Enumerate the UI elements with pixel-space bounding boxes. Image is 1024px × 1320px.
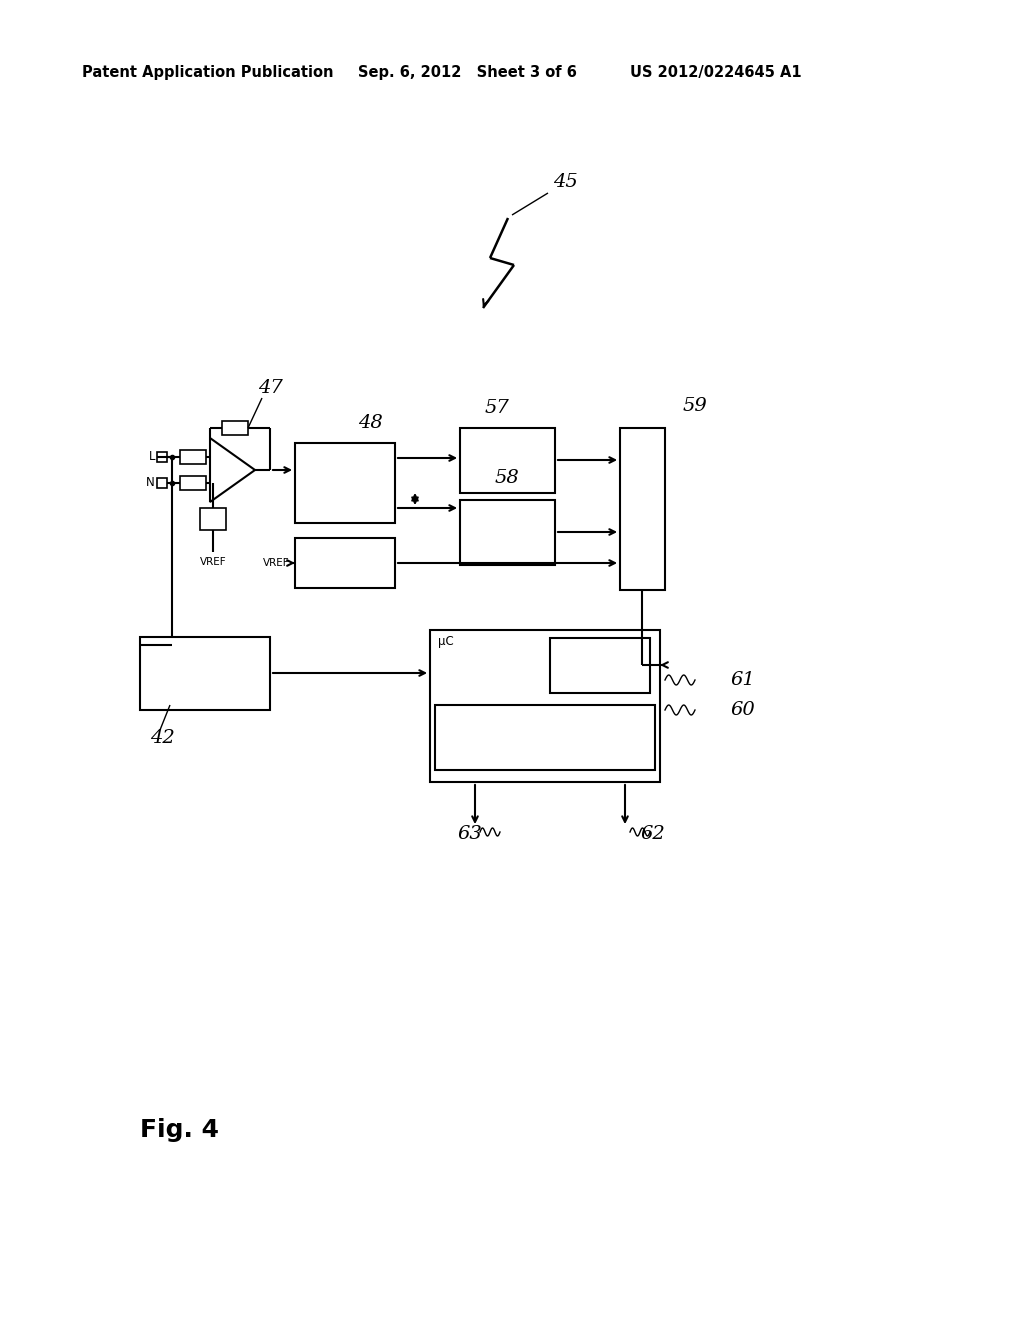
- Text: N: N: [146, 477, 155, 490]
- Bar: [435, 705, 655, 770]
- Text: 45: 45: [553, 173, 578, 191]
- Text: 59: 59: [683, 397, 708, 414]
- Text: Patent Application Publication: Patent Application Publication: [82, 66, 334, 81]
- Text: 63: 63: [458, 825, 482, 843]
- Bar: [430, 630, 660, 781]
- Text: μC: μC: [438, 635, 454, 648]
- Bar: [157, 478, 167, 488]
- Bar: [295, 444, 395, 523]
- Text: Sep. 6, 2012   Sheet 3 of 6: Sep. 6, 2012 Sheet 3 of 6: [358, 66, 577, 81]
- Text: 42: 42: [150, 729, 175, 747]
- Text: L: L: [148, 450, 155, 463]
- Text: 58: 58: [495, 469, 519, 487]
- Bar: [180, 450, 206, 465]
- Text: VREF: VREF: [263, 558, 290, 568]
- Text: 60: 60: [730, 701, 755, 719]
- Polygon shape: [210, 438, 255, 502]
- Text: Fig. 4: Fig. 4: [140, 1118, 219, 1142]
- Bar: [550, 638, 650, 693]
- Text: 57: 57: [484, 399, 509, 417]
- Bar: [460, 500, 555, 565]
- Bar: [157, 451, 167, 462]
- Bar: [140, 638, 270, 710]
- Text: 61: 61: [730, 671, 755, 689]
- Bar: [222, 421, 248, 436]
- Text: 62: 62: [640, 825, 665, 843]
- Bar: [620, 428, 665, 590]
- Text: 47: 47: [258, 379, 283, 397]
- Bar: [200, 508, 226, 531]
- Bar: [295, 539, 395, 587]
- Bar: [460, 428, 555, 492]
- Bar: [180, 477, 206, 490]
- Text: 48: 48: [357, 414, 382, 432]
- Text: US 2012/0224645 A1: US 2012/0224645 A1: [630, 66, 802, 81]
- Text: VREF: VREF: [200, 557, 226, 568]
